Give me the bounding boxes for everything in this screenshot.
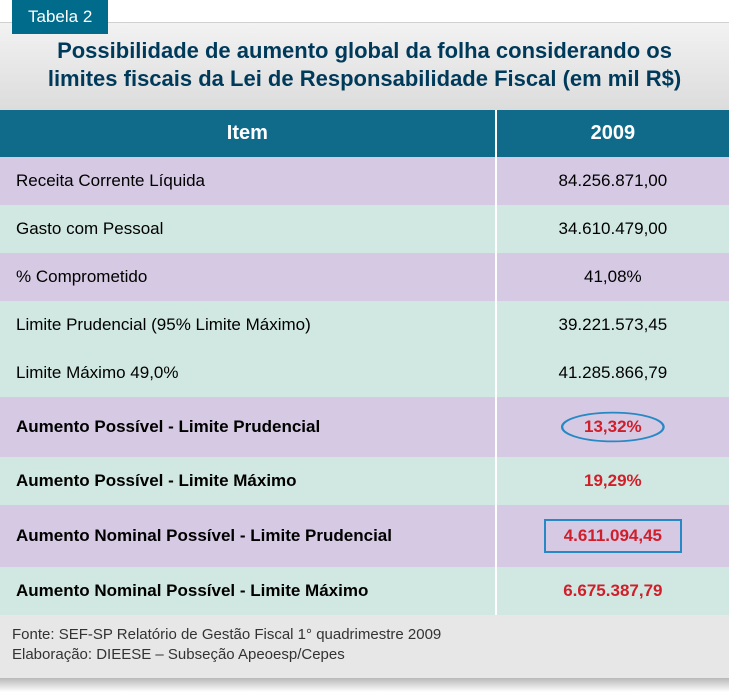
row-value: 84.256.871,00 bbox=[496, 157, 729, 205]
row-value: 13,32% bbox=[496, 397, 729, 457]
row-label: Aumento Possível - Limite Máximo bbox=[0, 457, 496, 505]
title-band: Possibilidade de aumento global da folha… bbox=[0, 22, 729, 110]
row-label: Receita Corrente Líquida bbox=[0, 157, 496, 205]
row-value: 39.221.573,45 bbox=[496, 301, 729, 349]
table-row: % Comprometido41,08% bbox=[0, 253, 729, 301]
row-value: 19,29% bbox=[496, 457, 729, 505]
table-tab-label: Tabela 2 bbox=[12, 0, 108, 34]
table-row: Receita Corrente Líquida84.256.871,00 bbox=[0, 157, 729, 205]
table-container: Tabela 2 Possibilidade de aumento global… bbox=[0, 0, 729, 678]
header-row: Item 2009 bbox=[0, 110, 729, 157]
row-value: 41.285.866,79 bbox=[496, 349, 729, 397]
col-header-year: 2009 bbox=[496, 110, 729, 157]
row-label: Gasto com Pessoal bbox=[0, 205, 496, 253]
ellipse-highlight: 13,32% bbox=[560, 411, 666, 443]
row-label: Aumento Nominal Possível - Limite Pruden… bbox=[0, 505, 496, 567]
table-row: Limite Máximo 49,0%41.285.866,79 bbox=[0, 349, 729, 397]
row-value: 4.611.094,45 bbox=[496, 505, 729, 567]
footer-source: Fonte: SEF-SP Relatório de Gestão Fiscal… bbox=[12, 625, 717, 645]
footer-elaboration: Elaboração: DIEESE – Subseção Apeoesp/Ce… bbox=[12, 645, 717, 665]
table-row: Aumento Possível - Limite Prudencial 13,3… bbox=[0, 397, 729, 457]
row-label: % Comprometido bbox=[0, 253, 496, 301]
table-row: Aumento Possível - Limite Máximo19,29% bbox=[0, 457, 729, 505]
row-value: 41,08% bbox=[496, 253, 729, 301]
table-row: Aumento Nominal Possível - Limite Máximo… bbox=[0, 567, 729, 615]
bottom-shadow bbox=[0, 678, 729, 692]
table-row: Gasto com Pessoal34.610.479,00 bbox=[0, 205, 729, 253]
row-label: Limite Prudencial (95% Limite Máximo) bbox=[0, 301, 496, 349]
col-header-item: Item bbox=[0, 110, 496, 157]
table-row: Aumento Nominal Possível - Limite Pruden… bbox=[0, 505, 729, 567]
data-table: Item 2009 Receita Corrente Líquida84.256… bbox=[0, 110, 729, 615]
row-value: 34.610.479,00 bbox=[496, 205, 729, 253]
row-label: Aumento Nominal Possível - Limite Máximo bbox=[0, 567, 496, 615]
table-footer: Fonte: SEF-SP Relatório de Gestão Fiscal… bbox=[0, 615, 729, 678]
row-label: Aumento Possível - Limite Prudencial bbox=[0, 397, 496, 457]
table-row: Limite Prudencial (95% Limite Máximo)39.… bbox=[0, 301, 729, 349]
table-title: Possibilidade de aumento global da folha… bbox=[30, 37, 699, 92]
row-label: Limite Máximo 49,0% bbox=[0, 349, 496, 397]
row-value: 6.675.387,79 bbox=[496, 567, 729, 615]
rect-highlight: 4.611.094,45 bbox=[544, 519, 682, 553]
